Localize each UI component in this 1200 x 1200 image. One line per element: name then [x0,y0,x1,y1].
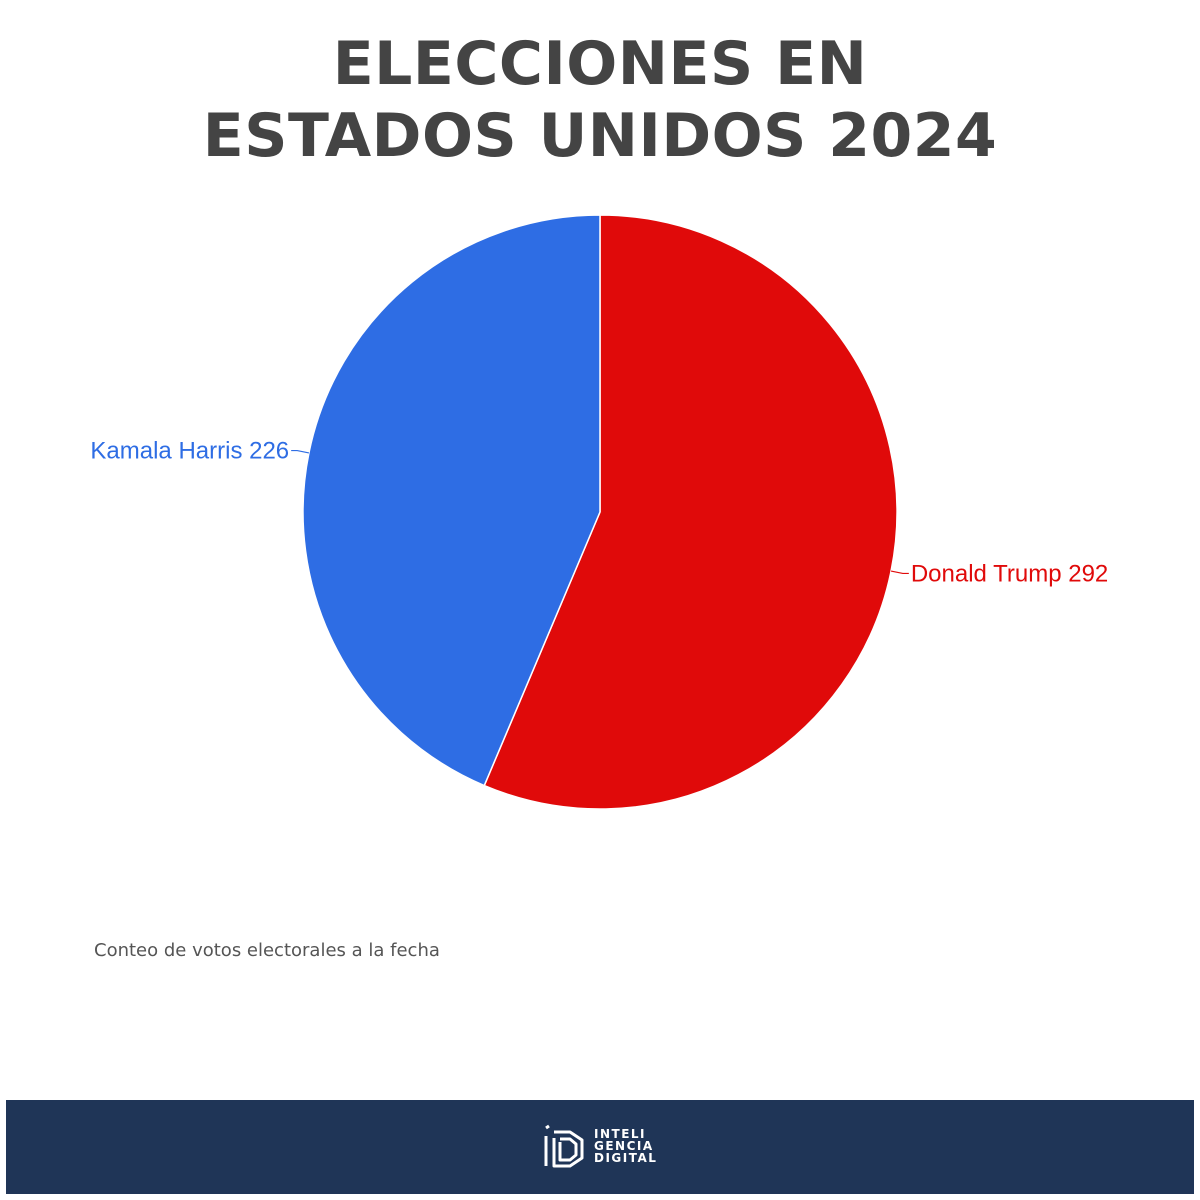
brand-logo: INTELI GENCIA DIGITAL [540,1118,657,1174]
pie-label-leader-line [291,449,310,454]
chart-note: Conteo de votos electorales a la fecha [94,940,440,961]
pie-slice [302,214,601,787]
chart-title-line-2: ESTADOS UNIDOS 2024 [202,101,998,171]
pie-label-leader-line [890,570,909,575]
logo-line-3: DIGITAL [594,1151,658,1165]
footer-bar [6,1100,1194,1194]
logo-line-1: INTELI [594,1127,647,1141]
chart-title-line-1: ELECCIONES EN [332,29,868,99]
chart-title: ELECCIONES EN ESTADOS UNIDOS 2024 [0,28,1200,172]
pie-slice-label: Donald Trump 292 [911,560,1108,587]
inteligencia-digital-logo-icon [544,1124,584,1168]
brand-logo-text: INTELI GENCIA DIGITAL [594,1128,657,1164]
logo-line-2: GENCIA [594,1139,654,1153]
pie-slice [483,214,898,810]
pie-slice-label: Kamala Harris 226 [90,438,289,465]
